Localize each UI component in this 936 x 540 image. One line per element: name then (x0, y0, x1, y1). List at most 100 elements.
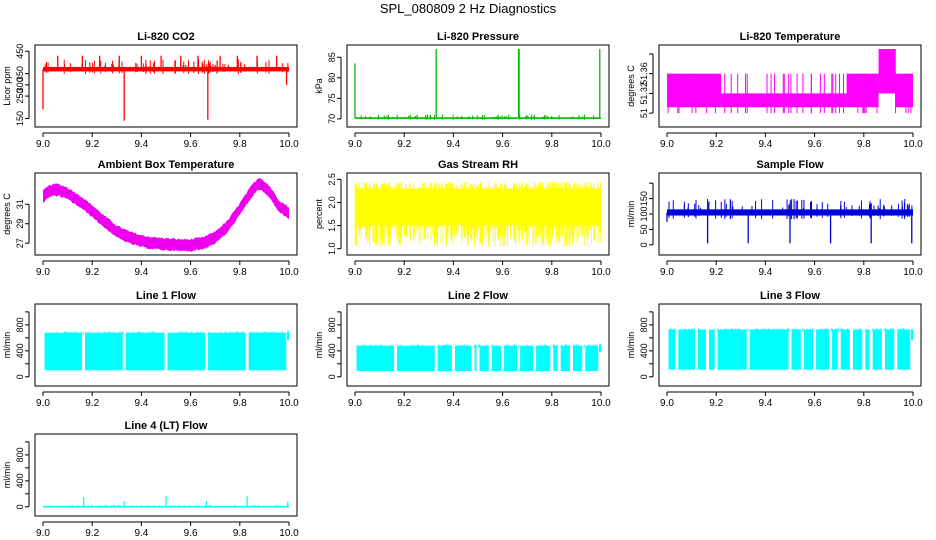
plot-frame (658, 44, 922, 128)
plot-frame (658, 303, 922, 387)
data-band (248, 332, 287, 371)
data-band (717, 329, 747, 370)
x-tick-label: 9.4 (758, 398, 772, 409)
data-band (678, 329, 696, 370)
x-tick-label: 10.0 (279, 528, 299, 539)
y-tick-label: 300 (15, 77, 25, 92)
y-axis-label: degrees C (2, 193, 12, 235)
data-band (884, 329, 895, 370)
data-band (709, 329, 715, 370)
x-tick-label: 9.8 (857, 398, 871, 409)
x-tick-label: 9.4 (446, 267, 460, 278)
x-tick-label: 9.6 (808, 139, 822, 150)
data-band (43, 506, 289, 508)
y-tick-label: 400 (639, 343, 649, 358)
y-tick-label: 51.32 (639, 82, 649, 105)
x-tick-label: 9.0 (348, 139, 362, 150)
data-area (354, 181, 602, 247)
data-band (520, 345, 534, 371)
x-tick-label: 9.0 (660, 267, 674, 278)
plot-frame (346, 44, 610, 128)
x-tick-label: 9.8 (233, 398, 247, 409)
plot-frame (346, 172, 610, 256)
x-axis: 9.0 9.2 9.4 9.6 9.8 10.0 (348, 260, 611, 278)
x-tick-label: 10.0 (591, 139, 611, 150)
data-band (43, 66, 289, 72)
chart-panel: Line 2 Flow 9.0 9.2 9.4 9.6 9.8 10.0 0 400 800ml/… (314, 290, 611, 409)
chart-title: Line 1 Flow (136, 290, 196, 302)
x-tick-label: 9.6 (496, 267, 510, 278)
plot-frame (34, 433, 298, 517)
chart-panel: Li-820 CO2 9.0 9.2 9.4 9.6 9.8 10.0 150 25030035… (2, 31, 299, 150)
x-tick-label: 9.4 (758, 139, 772, 150)
x-tick-label: 9.8 (233, 267, 247, 278)
x-tick-label: 9.6 (808, 398, 822, 409)
x-axis: 9.0 9.2 9.4 9.6 9.8 10.0 (36, 391, 299, 409)
x-tick-label: 9.4 (134, 267, 148, 278)
y-tick-label: 100 (639, 206, 649, 221)
y-tick-label: 350 (15, 66, 25, 81)
data-band (356, 345, 395, 371)
data-band (454, 345, 472, 371)
x-tick-label: 9.8 (545, 267, 559, 278)
data-band (816, 329, 830, 370)
x-tick-label: 9.0 (36, 267, 50, 278)
x-axis: 9.0 9.2 9.4 9.6 9.8 10.0 (660, 132, 923, 150)
x-tick-label: 9.6 (184, 139, 198, 150)
x-tick-label: 9.2 (709, 398, 723, 409)
chart-panel: Ambient Box Temperature 9.0 9.2 9.4 9.6 9.8 10… (2, 159, 299, 278)
x-tick-label: 9.6 (184, 528, 198, 539)
chart-panel: Line 3 Flow 9.0 9.2 9.4 9.6 9.8 10.0 0 400 800ml/… (626, 290, 923, 409)
plot-frame (34, 303, 298, 387)
x-tick-label: 10.0 (903, 267, 923, 278)
y-tick-label: 0 (15, 504, 25, 509)
data-band (560, 345, 570, 371)
data-series (43, 177, 289, 252)
data-band (397, 345, 435, 371)
x-tick-label: 9.0 (36, 398, 50, 409)
y-tick-label: 400 (15, 473, 25, 488)
data-band (479, 345, 489, 371)
data-area (667, 49, 913, 114)
y-axis-label: degrees C (626, 65, 636, 107)
x-tick-label: 9.4 (446, 139, 460, 150)
data-band (878, 49, 896, 94)
y-tick-label: 400 (15, 343, 25, 358)
x-tick-label: 9.0 (36, 528, 50, 539)
y-tick-label: 70 (327, 114, 337, 124)
y-tick-label: 0 (639, 242, 649, 247)
data-band (668, 329, 676, 370)
data-area (668, 328, 913, 370)
data-band (749, 329, 789, 370)
x-axis: 9.0 9.2 9.4 9.6 9.8 10.0 (36, 260, 299, 278)
data-area (354, 49, 601, 120)
plot-frame (658, 172, 922, 256)
x-tick-label: 9.2 (709, 139, 723, 150)
x-axis: 9.0 9.2 9.4 9.6 9.8 10.0 (660, 391, 923, 409)
data-band (853, 329, 863, 370)
data-area (356, 344, 601, 371)
x-tick-label: 9.4 (134, 139, 148, 150)
x-tick-label: 9.2 (709, 267, 723, 278)
x-tick-label: 9.0 (348, 267, 362, 278)
data-area (43, 496, 290, 508)
x-tick-label: 9.6 (184, 398, 198, 409)
x-tick-label: 9.0 (36, 139, 50, 150)
data-band (698, 329, 707, 370)
y-axis-label: ml/min (626, 201, 636, 228)
chart-title: Ambient Box Temperature (98, 159, 235, 171)
data-band (208, 332, 246, 371)
plot-frame (346, 303, 610, 387)
data-band (491, 345, 502, 371)
y-tick-label: 31 (15, 199, 25, 209)
data-band (832, 329, 838, 370)
x-tick-label: 10.0 (279, 139, 299, 150)
x-tick-label: 9.8 (545, 398, 559, 409)
data-band (897, 329, 911, 370)
x-tick-label: 9.0 (660, 139, 674, 150)
x-tick-label: 10.0 (591, 398, 611, 409)
y-tick-label: 27 (15, 238, 25, 248)
y-tick-label: 51 (639, 108, 649, 118)
data-band (536, 345, 551, 371)
